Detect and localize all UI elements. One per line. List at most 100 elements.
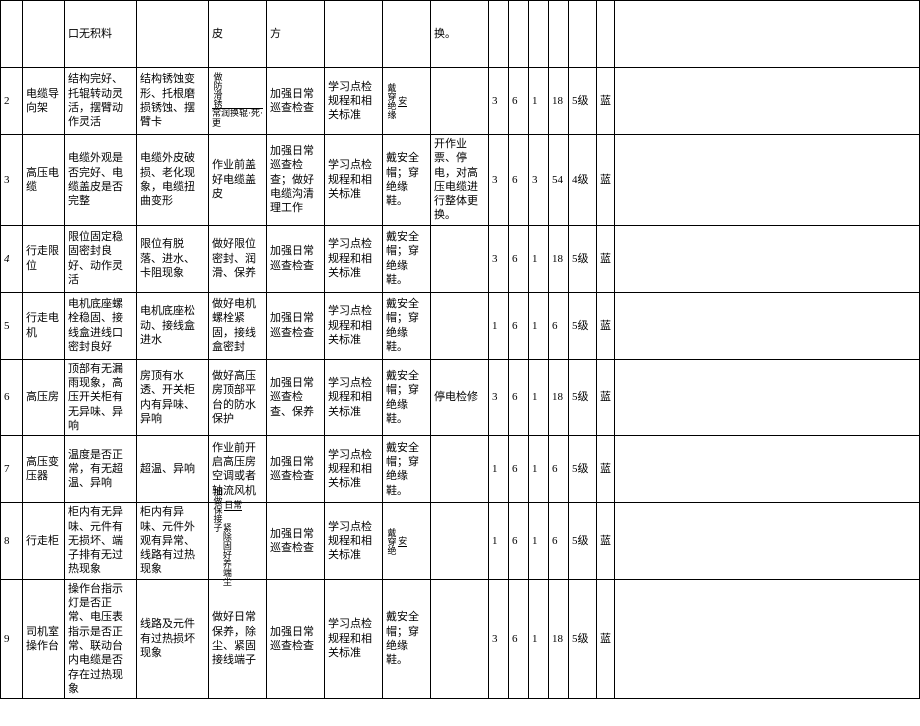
cell-learn: 学习点检规程和相关标准 — [325, 135, 383, 226]
cell-d: 18 — [549, 225, 569, 292]
cell-std: 温度是否正常，有无超温、异响 — [65, 436, 137, 503]
cell-d — [549, 1, 569, 68]
cell-clr: 蓝 — [597, 359, 615, 435]
cell-prob: 线路及元件有过热损坏现象 — [137, 579, 209, 698]
cell-lvl: 5级 — [569, 292, 597, 359]
cell-meas1: 加做保接 日常 紧除固好养端尘子 — [209, 503, 267, 579]
cell-c: 1 — [529, 225, 549, 292]
cell-meas2: 加强日常巡查检查 — [267, 292, 325, 359]
cell-meas1: 做好电机螺栓紧固，接线盒密封 — [209, 292, 267, 359]
cell-lvl: 5级 — [569, 503, 597, 579]
cell-c: 3 — [529, 135, 549, 226]
cell-d: 18 — [549, 68, 569, 135]
cell-c: 1 — [529, 292, 549, 359]
cell-name: 司机室操作台 — [23, 579, 65, 698]
cell-prob: 超温、异响 — [137, 436, 209, 503]
cell-std: 顶部有无漏雨现象，高压开关柜有无异味、异响 — [65, 359, 137, 435]
cell-extra: 停电检修 — [431, 359, 489, 435]
cell-a: 3 — [489, 579, 509, 698]
cell-extra: 开作业票、停电，对高压电缆进行整体更换。 — [431, 135, 489, 226]
cell-lvl: 4级 — [569, 135, 597, 226]
cell-num: 4 — [1, 225, 23, 292]
cell-clr: 蓝 — [597, 68, 615, 135]
cell-num: 9 — [1, 579, 23, 698]
cell-learn: 学习点检规程和相关标准 — [325, 225, 383, 292]
cell-b: 6 — [509, 436, 529, 503]
cell-num — [1, 1, 23, 68]
cell-num: 3 — [1, 135, 23, 226]
frag-text: 安 — [398, 536, 407, 547]
cell-meas1: 做好日常保养，除尘、紧固接线端子 — [209, 579, 267, 698]
cell-name: 电缆导向架 — [23, 68, 65, 135]
cell-lvl — [569, 1, 597, 68]
cell-clr: 蓝 — [597, 135, 615, 226]
cell-c — [529, 1, 549, 68]
cell-name: 行走限位 — [23, 225, 65, 292]
cell-b: 6 — [509, 359, 529, 435]
cell-tail — [615, 503, 920, 579]
cell-std: 电缆外观是否完好、电缆盖皮是否完整 — [65, 135, 137, 226]
cell-meas1: 皮 — [209, 1, 267, 68]
cell-b: 6 — [509, 68, 529, 135]
cell-num: 6 — [1, 359, 23, 435]
table-row: 6 高压房 顶部有无漏雨现象，高压开关柜有无异味、异响 房顶有水透、开关柜内有异… — [1, 359, 920, 435]
cell-wear: 戴安全帽；穿绝缘鞋。 — [383, 359, 431, 435]
cell-wear: 戴安全帽；穿绝缘鞋。 — [383, 436, 431, 503]
cell-prob: 限位有脱落、进水、卡阻现象 — [137, 225, 209, 292]
cell-extra: 换。 — [431, 1, 489, 68]
cell-std: 限位固定稳固密封良好、动作灵活 — [65, 225, 137, 292]
cell-b — [509, 1, 529, 68]
cell-name: 高压电缆 — [23, 135, 65, 226]
cell-c: 1 — [529, 436, 549, 503]
cell-wear: 戴安全帽；穿绝缘鞋。 — [383, 135, 431, 226]
frag-text: 安 — [398, 96, 407, 107]
vert-text: 戴穿绝缘 — [386, 83, 395, 119]
cell-extra — [431, 292, 489, 359]
cell-d: 18 — [549, 579, 569, 698]
cell-a — [489, 1, 509, 68]
cell-num: 8 — [1, 503, 23, 579]
cell-learn: 学习点检规程和相关标准 — [325, 68, 383, 135]
cell-wear: 戴穿绝缘 安 — [383, 68, 431, 135]
cell-lvl: 5级 — [569, 579, 597, 698]
cell-name: 行走电机 — [23, 292, 65, 359]
cell-clr: 蓝 — [597, 225, 615, 292]
cell-extra — [431, 68, 489, 135]
cell-a: 3 — [489, 225, 509, 292]
cell-meas2: 加强日常巡查检查 — [267, 579, 325, 698]
frag-text: 日常 — [224, 500, 242, 511]
table-row: 口无积料 皮 方 换。 — [1, 1, 920, 68]
cell-wear: 戴安全帽；穿绝缘鞋。 — [383, 225, 431, 292]
cell-clr — [597, 1, 615, 68]
cell-lvl: 5级 — [569, 225, 597, 292]
cell-learn: 学习点检规程和相关标准 — [325, 436, 383, 503]
cell-num: 7 — [1, 436, 23, 503]
cell-meas2: 加强日常巡查检查 — [267, 436, 325, 503]
cell-std: 电机底座螺栓稳固、接线盒进线口密封良好 — [65, 292, 137, 359]
cell-c: 1 — [529, 503, 549, 579]
cell-tail — [615, 225, 920, 292]
cell-extra — [431, 503, 489, 579]
cell-tail — [615, 1, 920, 68]
inspection-table: 口无积料 皮 方 换。 2 电缆导向架 结构完好、托辊转动灵活，摆臂动作灵活 结… — [0, 0, 920, 699]
cell-lvl: 5级 — [569, 359, 597, 435]
cell-tail — [615, 579, 920, 698]
cell-name: 行走柜 — [23, 503, 65, 579]
cell-d: 6 — [549, 292, 569, 359]
cell-b: 6 — [509, 135, 529, 226]
table-row: 4 行走限位 限位固定稳固密封良好、动作灵活 限位有脱落、进水、卡阻现象 做好限… — [1, 225, 920, 292]
cell-name: 高压房 — [23, 359, 65, 435]
cell-name — [23, 1, 65, 68]
cell-meas1: 做好限位密封、润滑、保养 — [209, 225, 267, 292]
cell-wear: 戴穿绝 安 — [383, 503, 431, 579]
table-row: 8 行走柜 柜内有无异味、元件有无损坏、端子排有无过热现象 柜内有异味、元件外观… — [1, 503, 920, 579]
cell-std: 结构完好、托辊转动灵活，摆臂动作灵活 — [65, 68, 137, 135]
cell-d: 54 — [549, 135, 569, 226]
cell-prob: 结构锈蚀变形、托根磨损锈蚀、摆臂卡 — [137, 68, 209, 135]
frag-text: 常润换辊·死·更 — [212, 108, 263, 129]
cell-prob — [137, 1, 209, 68]
cell-a: 1 — [489, 292, 509, 359]
cell-wear: 戴安全帽；穿绝缘鞋。 — [383, 579, 431, 698]
cell-clr: 蓝 — [597, 503, 615, 579]
cell-tail — [615, 135, 920, 226]
